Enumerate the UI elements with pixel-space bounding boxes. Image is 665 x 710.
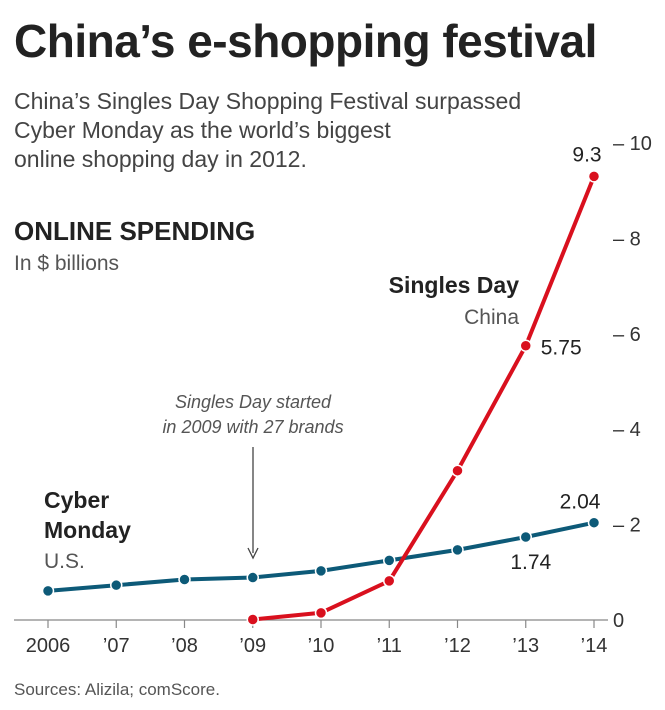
y-tick-label: 0 [613, 610, 624, 632]
subtitle-line: Cyber Monday as the world’s biggest [14, 117, 391, 143]
x-tick-label: ’12 [444, 635, 471, 657]
singles-day-sublabel: China [464, 306, 519, 329]
y-tick-label: – 4 [613, 419, 641, 441]
singles-day-point [519, 339, 532, 352]
singles-day-point [246, 613, 259, 626]
x-tick-label: ’13 [512, 635, 539, 657]
cyber-monday-point [110, 578, 123, 592]
x-tick-label: ’14 [581, 635, 608, 657]
singles-day-point [383, 574, 396, 588]
annotation-layer: Singles Day started in 2009 with 27 bran… [162, 392, 344, 560]
chart-subtitle: China’s Singles Day Shopping Festival su… [14, 87, 554, 174]
axis-layer: 2006 ’07 ’08 ’09 ’10 ’11 ’12 ’13 ’140 – 2 – 4 – 6 – … [14, 133, 652, 657]
cyber-monday-label: Cyber [44, 487, 109, 513]
subtitle-line: China’s Singles Day Shopping Festival su… [14, 88, 522, 114]
section-heading: ONLINE SPENDING [14, 216, 256, 246]
label-layer: Cyber Monday U.S. Singles Day China 1.74… [44, 143, 602, 574]
singles-day-line [250, 174, 596, 622]
x-tick-label: ’07 [103, 635, 130, 657]
annotation-line: in 2009 with 27 brands [162, 417, 343, 437]
source-note: Sources: Alizila; comScore. [14, 680, 220, 699]
x-tick-label: 2006 [26, 635, 71, 657]
series-layer [41, 170, 601, 626]
y-tick-label: – 8 [613, 228, 641, 250]
cyber-monday-point [519, 530, 532, 544]
cyber-monday-point [451, 543, 464, 557]
data-label: 5.75 [541, 337, 582, 360]
y-tick-label: – 6 [613, 324, 641, 346]
x-tick-label: ’08 [171, 635, 198, 657]
cyber-monday-point [314, 564, 328, 578]
y-tick-label: – 10 [613, 133, 652, 155]
singles-day-label: Singles Day [389, 272, 520, 298]
cyber-monday-sublabel: U.S. [44, 550, 85, 573]
unit-label: In $ billions [14, 252, 120, 275]
singles-day-point [314, 606, 328, 620]
singles-day-point [451, 464, 464, 477]
x-tick-label: ’09 [239, 635, 266, 657]
data-label: 1.74 [510, 551, 551, 574]
y-tick-label: – 2 [613, 515, 641, 537]
cyber-monday-point [246, 571, 259, 584]
singles-day-point [587, 170, 601, 183]
subtitle-line: online shopping day in 2012. [14, 146, 307, 172]
cyber-monday-point [383, 554, 396, 567]
cyber-monday-point [587, 516, 601, 529]
annotation-arrowhead [247, 547, 259, 560]
chart-title: China’s e-shopping festival [14, 15, 597, 67]
data-label: 2.04 [560, 491, 601, 514]
annotation-line: Singles Day started [175, 392, 332, 412]
x-tick-label: ’10 [308, 635, 335, 657]
data-label: 9.3 [572, 143, 601, 166]
cyber-monday-label: Monday [44, 517, 131, 543]
cyber-monday-point [41, 584, 55, 598]
cyber-monday-point [178, 573, 191, 586]
x-tick-label: ’11 [377, 635, 402, 657]
